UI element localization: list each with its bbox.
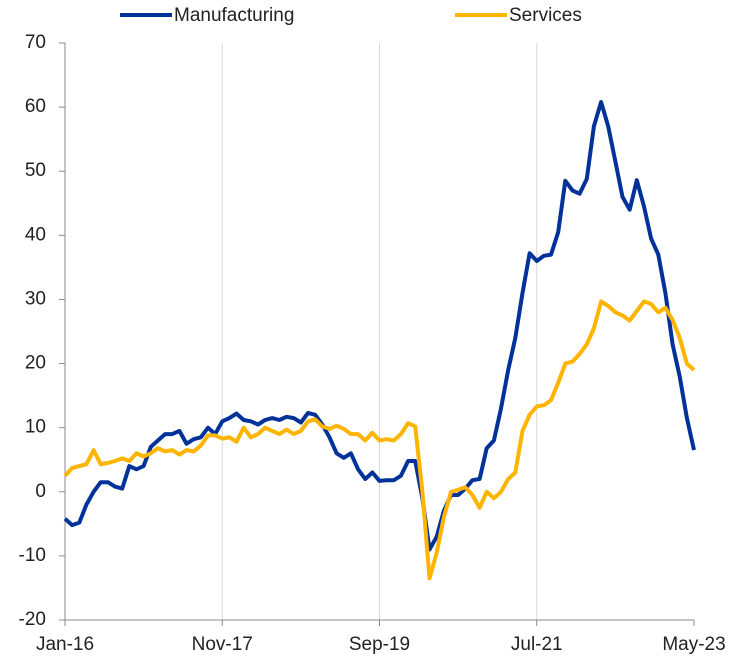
y-tick-label: 30: [25, 288, 46, 309]
x-tick-label: Nov-17: [192, 634, 253, 655]
series-line: [63, 100, 696, 552]
y-tick-label: 0: [35, 481, 46, 502]
series-line: [63, 299, 696, 581]
x-tick-label: Jul-21: [511, 634, 563, 655]
x-tick-label: Jan-16: [36, 634, 94, 655]
y-tick-label: 60: [25, 96, 46, 117]
legend-label: Services: [509, 5, 582, 26]
y-tick-label: 20: [25, 353, 46, 374]
y-tick-label: -10: [19, 545, 46, 566]
y-tick-label: 40: [25, 224, 46, 245]
legend-label: Manufacturing: [174, 5, 294, 26]
y-tick-label: 10: [25, 417, 46, 438]
y-tick-label: 70: [25, 32, 46, 53]
x-tick-label: May-23: [662, 634, 725, 655]
x-tick-label: Sep-19: [349, 634, 410, 655]
y-tick-label: 50: [25, 160, 46, 181]
y-tick-label: -20: [19, 609, 46, 630]
